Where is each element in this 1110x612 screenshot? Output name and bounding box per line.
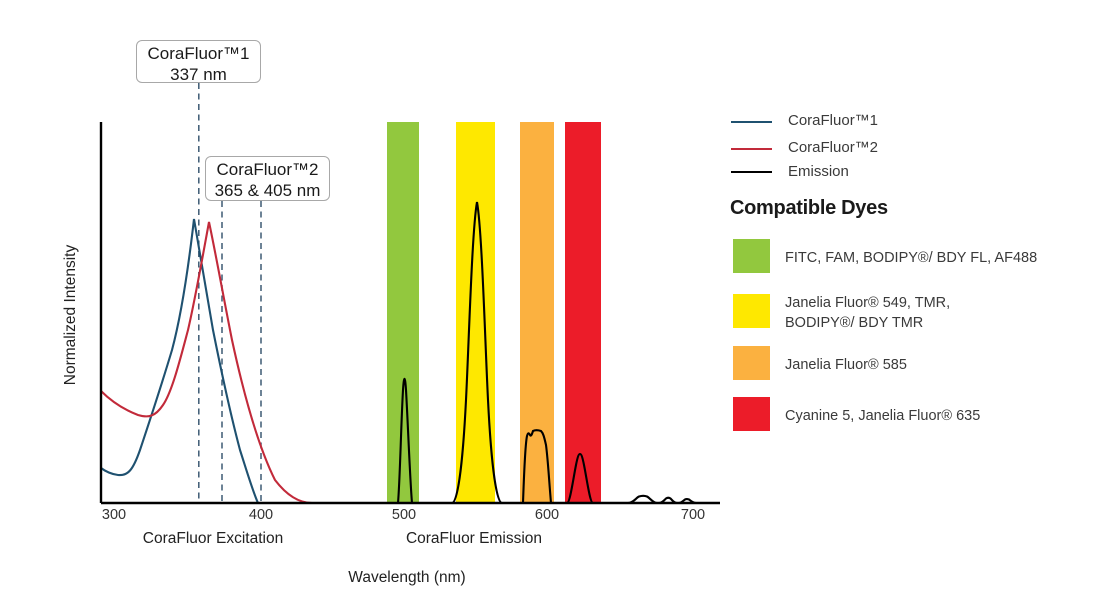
svg-text:CoraFluor Emission: CoraFluor Emission: [406, 530, 542, 547]
svg-text:Normalized Intensity: Normalized Intensity: [62, 245, 79, 386]
svg-text:Wavelength (nm): Wavelength (nm): [348, 569, 465, 586]
svg-text:CoraFluor Excitation: CoraFluor Excitation: [143, 530, 283, 547]
svg-text:500: 500: [392, 507, 416, 523]
svg-text:700: 700: [681, 507, 705, 523]
svg-text:600: 600: [535, 507, 559, 523]
svg-text:400: 400: [249, 507, 273, 523]
svg-text:300: 300: [102, 507, 126, 523]
